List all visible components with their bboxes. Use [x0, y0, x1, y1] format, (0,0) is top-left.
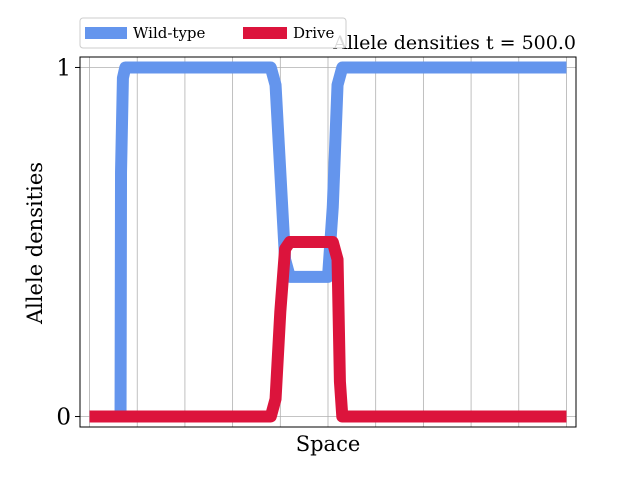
legend: Wild-type Drive	[79, 17, 347, 49]
legend-label-drive: Drive	[293, 24, 334, 42]
y-axis: 01	[56, 55, 80, 431]
legend-box	[79, 17, 347, 49]
series-layer	[89, 61, 567, 423]
x-axis-label: Space	[296, 432, 361, 456]
legend-swatch-drive	[243, 27, 287, 39]
y-tick-label: 0	[56, 405, 71, 431]
series-line-wild-type	[89, 61, 567, 423]
chart-title: Allele densities t = 500.0	[332, 32, 576, 54]
y-axis-label: Allele densities	[23, 162, 47, 325]
legend-swatch-wild-type	[85, 27, 127, 39]
y-tick-label: 1	[56, 55, 71, 81]
series-line-drive	[89, 236, 567, 423]
legend-label-wild-type: Wild-type	[133, 24, 206, 42]
plot-frame	[79, 56, 577, 428]
